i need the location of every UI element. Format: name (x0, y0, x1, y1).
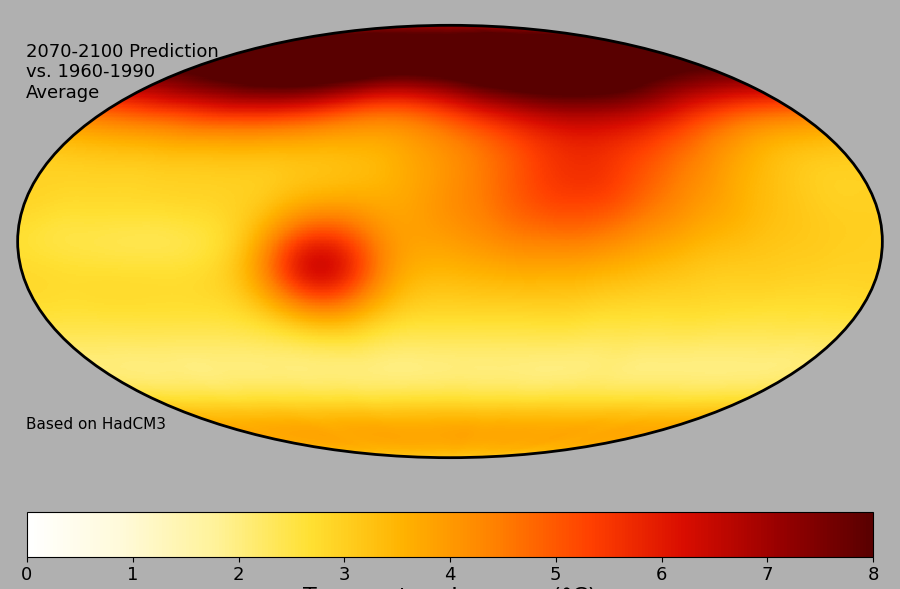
X-axis label: Temperature Increase (°C): Temperature Increase (°C) (303, 587, 597, 589)
Text: 2070-2100 Prediction
vs. 1960-1990
Average: 2070-2100 Prediction vs. 1960-1990 Avera… (26, 42, 219, 102)
Text: Based on HadCM3: Based on HadCM3 (26, 417, 166, 432)
